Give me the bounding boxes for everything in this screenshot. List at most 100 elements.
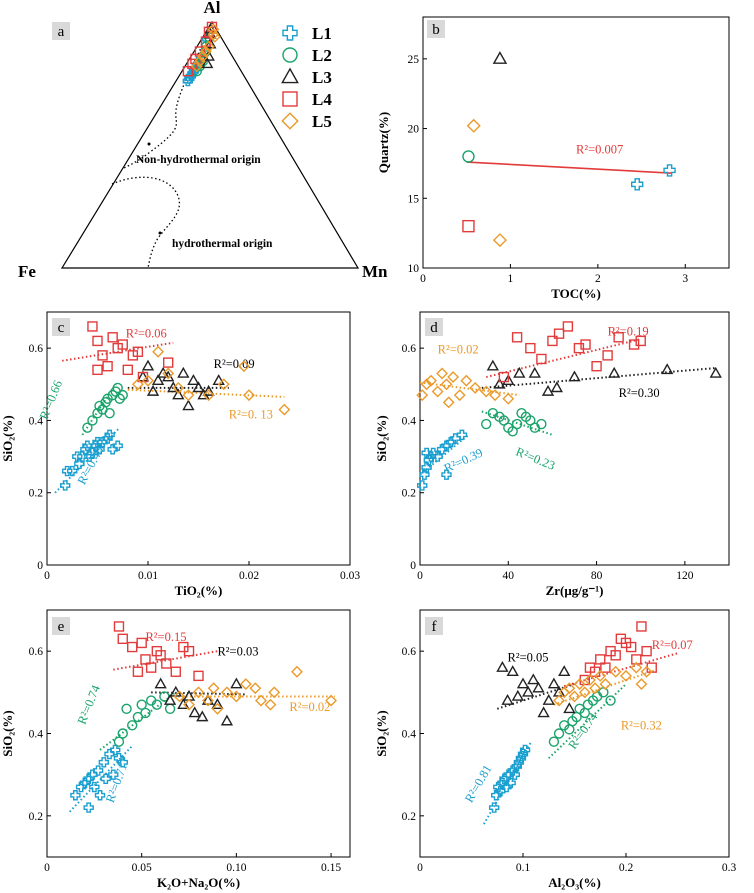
legend-label-l4: L4	[312, 90, 332, 109]
data-point-l4	[145, 662, 157, 673]
data-point-l5	[447, 371, 460, 383]
y-tick-label: 0.4	[402, 415, 417, 427]
data-point-l3	[493, 377, 506, 389]
data-point-l5	[182, 389, 195, 402]
x-tick-label: 0.2	[619, 862, 634, 874]
data-point-l4	[511, 332, 523, 343]
data-point-l5	[255, 694, 267, 707]
panel-label: d	[430, 320, 438, 336]
data-point-l1	[117, 757, 128, 768]
data-point-l2	[511, 418, 523, 430]
data-point-l4	[628, 339, 640, 350]
data-point-l1	[108, 769, 119, 780]
y-tick-label: 0.2	[29, 488, 44, 500]
y-tick-label: 0.6	[29, 343, 44, 355]
data-point-l5	[173, 690, 186, 703]
data-point-l2	[548, 736, 560, 747]
data-point-l3	[201, 693, 215, 705]
data-point-l1	[663, 164, 676, 177]
data-point-l4	[525, 342, 536, 354]
data-point-l3	[177, 366, 190, 378]
data-point-l4	[92, 364, 103, 376]
data-point-l4	[107, 332, 118, 343]
y-tick-label: 15	[408, 193, 420, 205]
data-point-l1	[519, 744, 531, 756]
data-point-l5	[460, 374, 473, 387]
data-point-l1	[421, 462, 432, 473]
r-squared-label-l5: R²=0.32	[621, 718, 662, 732]
data-point-l4	[631, 654, 642, 665]
y-axis-title: SiO₂(%)	[374, 415, 389, 462]
data-point-l1	[511, 761, 523, 772]
data-point-l5	[453, 389, 466, 402]
data-point-l4	[97, 350, 108, 361]
data-point-l1	[441, 469, 452, 480]
data-point-l1	[112, 440, 123, 451]
non-hydrothermal-boundary	[123, 41, 205, 169]
data-point-l1	[87, 447, 98, 459]
data-point-l4	[122, 364, 134, 376]
legend-label-l3: L3	[312, 68, 332, 87]
data-point-l5	[190, 60, 203, 73]
panel-b: b 0 1 2 3 10 15 20 25 TOC(%) Quartz(%) R²=0.007	[376, 16, 730, 301]
data-point-l1	[488, 802, 500, 813]
data-point-l1	[70, 790, 81, 801]
y-tick-label: 0.4	[29, 415, 44, 427]
data-point-l5	[202, 40, 215, 53]
data-point-l4	[155, 650, 166, 661]
data-point-l1	[83, 802, 94, 813]
data-point-l2	[553, 728, 565, 739]
data-point-l3	[516, 677, 530, 689]
fit-line-l4	[466, 161, 673, 174]
data-point-l5	[416, 389, 429, 402]
data-point-l1	[497, 777, 508, 789]
vertex-label-top: Al	[204, 0, 221, 17]
data-point-l5	[196, 50, 209, 63]
plot-frame	[422, 16, 730, 269]
y-tick-label: 0.4	[402, 729, 417, 741]
data-point-l4	[573, 342, 585, 354]
data-point-l5	[594, 669, 607, 682]
data-point-l5	[142, 374, 154, 387]
r-squared-label-l4: R²=0.007	[576, 143, 623, 157]
x-tick-label: 0.02	[239, 570, 259, 582]
data-point-l1	[423, 454, 435, 466]
x-axis-title: Al₂O₃(%)	[548, 875, 601, 890]
data-point-l4	[132, 666, 144, 677]
data-point-l4	[536, 353, 547, 365]
data-point-l4	[117, 633, 128, 645]
data-point-l4	[203, 26, 215, 38]
data-point-l3	[212, 374, 225, 385]
data-point-l5	[207, 28, 220, 41]
data-point-l4	[547, 335, 558, 347]
data-point-l3	[522, 685, 535, 697]
data-point-l5	[217, 378, 230, 391]
data-point-l5	[466, 118, 481, 133]
data-point-l5	[573, 678, 586, 691]
data-point-l5	[220, 686, 233, 699]
r-squared-label-l5: R²=0.02	[438, 343, 479, 357]
data-point-l5	[620, 669, 632, 682]
data-point-l3	[506, 665, 519, 677]
x-tick-label: 1	[508, 273, 514, 285]
x-tick-label: 0	[420, 273, 426, 285]
x-tick-label: 120	[676, 570, 694, 582]
panel-a: a Al Fe Mn Non-hydrothermal origin hydrotherm…	[18, 0, 388, 281]
y-tick-label: 0	[37, 560, 43, 572]
data-point-l4	[132, 346, 144, 357]
annotation-hydrothermal: hydrothermal origin	[172, 238, 273, 250]
data-point-l1	[515, 753, 527, 764]
data-point-l3	[501, 693, 514, 705]
data-point-l1	[104, 748, 115, 760]
data-point-l5	[162, 367, 175, 380]
data-point-l5	[630, 661, 643, 674]
data-point-l5	[249, 682, 262, 695]
x-tick-label: 80	[591, 570, 603, 582]
data-point-l1	[94, 790, 106, 801]
data-point-l5	[640, 665, 653, 678]
data-point-l2	[82, 422, 93, 433]
data-point-l5	[599, 678, 612, 691]
data-point-l2	[117, 389, 128, 401]
data-point-l1	[517, 748, 529, 760]
x-tick-label: 0	[44, 862, 50, 874]
